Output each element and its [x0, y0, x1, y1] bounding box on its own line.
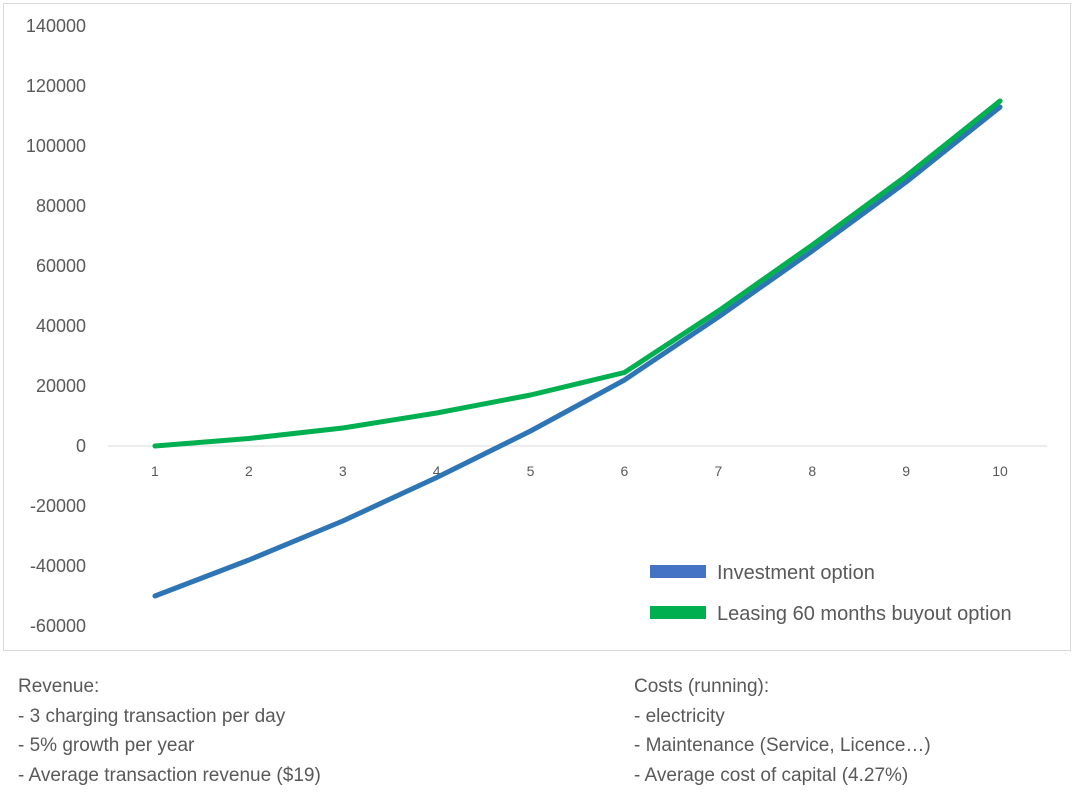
y-tick-label: 140000	[26, 16, 86, 36]
y-tick-label: 120000	[26, 76, 86, 96]
line-chart: 140000 120000 100000 80000 60000 40000 20000 0 -…	[26, 16, 1047, 636]
series-line-investment	[152, 104, 1003, 599]
costs-notes: Costs (running): - electricity - Mainten…	[634, 672, 931, 790]
revenue-heading: Revenue:	[18, 676, 100, 697]
legend-label-investment: Investment option	[717, 562, 875, 584]
x-tick-label: 9	[902, 463, 910, 479]
y-tick-label: -40000	[30, 556, 86, 576]
x-tick-label: 6	[621, 463, 629, 479]
y-axis-ticks: 140000 120000 100000 80000 60000 40000 20000 0 -…	[26, 16, 86, 636]
revenue-line: - 3 charging transaction per day	[18, 705, 286, 727]
series-lines	[152, 98, 1003, 599]
costs-line: - electricity	[634, 705, 725, 727]
x-tick-label: 10	[992, 463, 1008, 479]
x-tick-label: 4	[433, 463, 441, 479]
x-tick-label: 3	[339, 463, 347, 479]
legend: Investment option Leasing 60 months buyo…	[650, 562, 1012, 625]
y-tick-label: 80000	[36, 196, 86, 216]
y-tick-label: 40000	[36, 316, 86, 336]
costs-line: - Average cost of capital (4.27%)	[634, 764, 909, 786]
x-tick-label: 5	[527, 463, 535, 479]
y-tick-label: -20000	[30, 496, 86, 516]
y-tick-label: -60000	[30, 616, 86, 636]
x-tick-label: 7	[714, 463, 722, 479]
costs-heading: Costs (running):	[634, 676, 770, 697]
x-tick-label: 8	[808, 463, 816, 479]
series-line-leasing	[152, 98, 1003, 449]
y-tick-label: 0	[76, 436, 86, 456]
chart-frame: 140000 120000 100000 80000 60000 40000 20000 0 -…	[3, 3, 1071, 651]
revenue-line: - 5% growth per year	[18, 735, 195, 756]
x-tick-label: 2	[245, 463, 253, 479]
y-tick-label: 100000	[26, 136, 86, 156]
legend-swatch-investment	[650, 565, 706, 578]
y-tick-label: 60000	[36, 256, 86, 276]
revenue-line: - Average transaction revenue ($19)	[18, 764, 321, 786]
x-tick-label: 1	[151, 463, 159, 479]
legend-swatch-leasing	[650, 606, 706, 619]
legend-label-leasing: Leasing 60 months buyout option	[717, 603, 1012, 625]
costs-line: - Maintenance (Service, Licence…)	[634, 735, 931, 756]
y-tick-label: 20000	[36, 376, 86, 396]
x-axis-ticks: 1 2 3 4 5 6 7 8 9 10	[151, 463, 1008, 479]
revenue-notes: Revenue: - 3 charging transaction per da…	[18, 672, 321, 790]
